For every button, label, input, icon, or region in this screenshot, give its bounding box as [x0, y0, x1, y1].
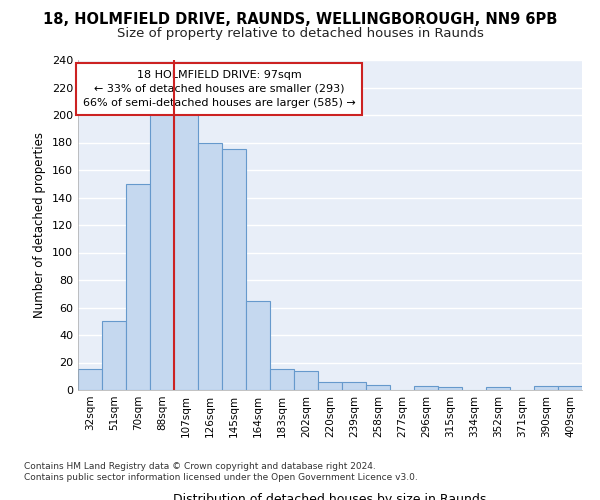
- Y-axis label: Number of detached properties: Number of detached properties: [34, 132, 46, 318]
- Bar: [294, 371, 318, 390]
- Bar: [414, 386, 438, 390]
- Bar: [102, 322, 126, 390]
- Bar: [246, 300, 270, 390]
- Text: Size of property relative to detached houses in Raunds: Size of property relative to detached ho…: [116, 28, 484, 40]
- Text: 18 HOLMFIELD DRIVE: 97sqm
← 33% of detached houses are smaller (293)
66% of semi: 18 HOLMFIELD DRIVE: 97sqm ← 33% of detac…: [83, 70, 355, 108]
- Bar: [366, 384, 390, 390]
- Bar: [198, 142, 222, 390]
- Bar: [150, 114, 174, 390]
- Bar: [174, 114, 198, 390]
- Bar: [438, 387, 462, 390]
- X-axis label: Distribution of detached houses by size in Raunds: Distribution of detached houses by size …: [173, 492, 487, 500]
- Bar: [558, 386, 582, 390]
- Bar: [126, 184, 150, 390]
- Bar: [486, 387, 510, 390]
- Bar: [222, 150, 246, 390]
- Bar: [78, 370, 102, 390]
- Bar: [342, 382, 366, 390]
- Text: 18, HOLMFIELD DRIVE, RAUNDS, WELLINGBOROUGH, NN9 6PB: 18, HOLMFIELD DRIVE, RAUNDS, WELLINGBORO…: [43, 12, 557, 28]
- Bar: [534, 386, 558, 390]
- Bar: [270, 370, 294, 390]
- Text: Contains HM Land Registry data © Crown copyright and database right 2024.
Contai: Contains HM Land Registry data © Crown c…: [24, 462, 418, 482]
- Bar: [318, 382, 342, 390]
